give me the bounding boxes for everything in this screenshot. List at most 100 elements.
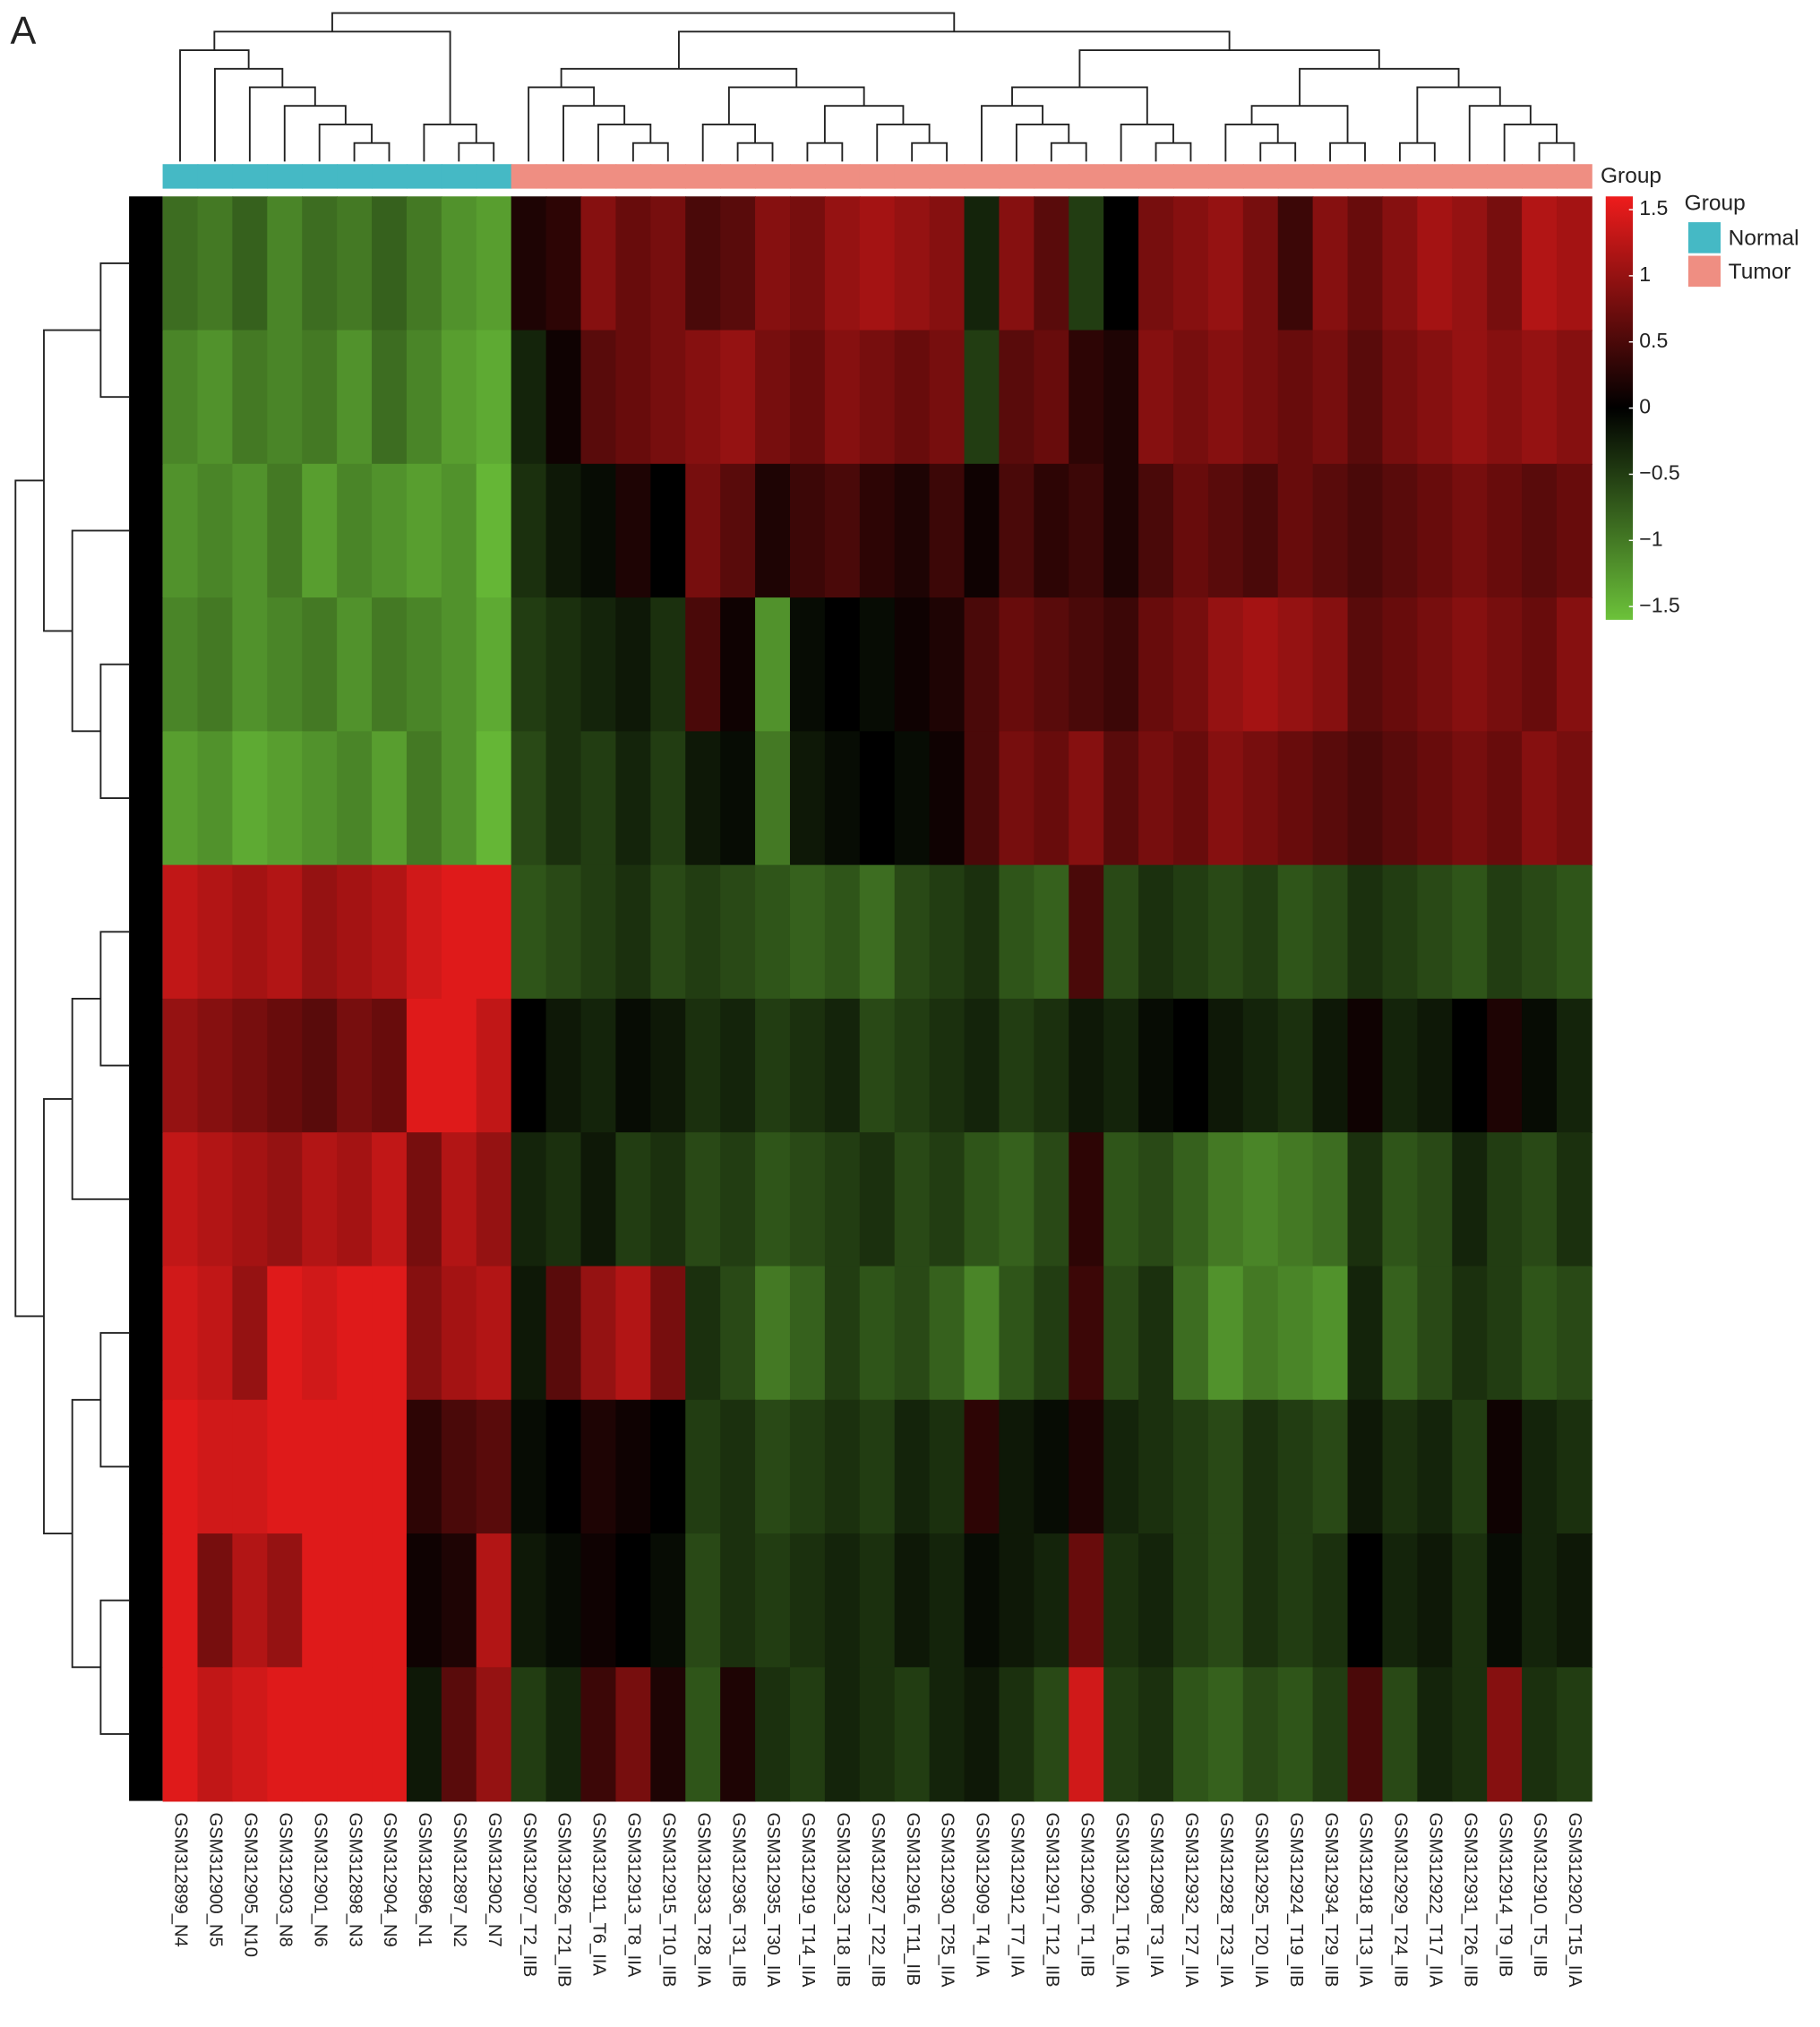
heatmap-cell [1382, 864, 1419, 1000]
column-label: GSM312924_T19_IIB [1286, 1813, 1306, 1988]
heatmap-cell [580, 330, 617, 465]
heatmap-cell [372, 998, 408, 1134]
heatmap-cell [615, 1667, 652, 1802]
heatmap-cell [894, 1667, 931, 1802]
heatmap-cell [650, 196, 687, 331]
heatmap-cell [511, 597, 547, 733]
heatmap-cell [1242, 597, 1279, 733]
dendrogram-branch [1398, 142, 1436, 162]
heatmap-cell [999, 463, 1035, 598]
heatmap-cell [929, 864, 966, 1000]
column-label: GSM312925_T20_IIA [1251, 1813, 1271, 1988]
heatmap-cell [267, 1399, 304, 1534]
heatmap-cell [1138, 1533, 1174, 1669]
heatmap-cell [1522, 1533, 1558, 1669]
heatmap-cell [894, 1533, 931, 1669]
heatmap-cell [511, 196, 547, 331]
legend-swatch [1688, 255, 1721, 288]
heatmap-cell [1347, 1132, 1384, 1267]
heatmap-cell [789, 330, 826, 465]
heatmap-cell [162, 1132, 199, 1267]
heatmap-cell [824, 1399, 861, 1534]
heatmap-cell [337, 1266, 373, 1401]
heatmap-cell [197, 1533, 234, 1669]
heatmap-cell [755, 864, 791, 1000]
heatmap-cell [372, 463, 408, 598]
heatmap-cell [1417, 864, 1454, 1000]
heatmap-cell [302, 731, 339, 866]
heatmap-cell [999, 196, 1035, 331]
heatmap-cell [650, 597, 687, 733]
heatmap-cell [1172, 998, 1209, 1134]
heatmap-cell [1452, 1132, 1489, 1267]
heatmap-cell [441, 731, 477, 866]
heatmap-cell [1138, 1399, 1174, 1534]
heatmap-cell [302, 1667, 339, 1802]
heatmap-cell [545, 597, 582, 733]
heatmap-cell [1277, 463, 1314, 598]
dendrogram-branch [560, 67, 798, 88]
heatmap-cell [1103, 1667, 1139, 1802]
heatmap-cell [824, 330, 861, 465]
heatmap-cell [824, 1266, 861, 1401]
heatmap-cell [929, 1266, 966, 1401]
heatmap-cell [197, 597, 234, 733]
heatmap-cell [964, 1533, 1000, 1669]
heatmap-cell [1207, 998, 1244, 1134]
heatmap-cell [267, 1533, 304, 1669]
heatmap-cell [999, 864, 1035, 1000]
heatmap-cell [1207, 330, 1244, 465]
heatmap-cell [1207, 1266, 1244, 1401]
heatmap-cell [1487, 463, 1523, 598]
heatmap-cell [267, 998, 304, 1134]
column-label: GSM312927_T22_IIB [868, 1813, 888, 1988]
heatmap-cell [197, 463, 234, 598]
heatmap-cell [720, 330, 756, 465]
heatmap-cell [580, 731, 617, 866]
heatmap-cell [372, 597, 408, 733]
column-label: GSM312918_T13_IIA [1356, 1813, 1376, 1988]
heatmap-cell [337, 731, 373, 866]
colorbar-tick-label: 0.5 [1639, 329, 1668, 352]
heatmap-cell [1417, 1667, 1454, 1802]
column-label: GSM312917_T12_IIB [1042, 1813, 1061, 1988]
heatmap-cell [232, 1667, 269, 1802]
heatmap-cell [162, 1667, 199, 1802]
heatmap-cell [720, 998, 756, 1134]
column-label: GSM312896_N1 [415, 1813, 434, 1947]
heatmap-cell [1034, 1266, 1070, 1401]
column-label: GSM312934_T29_IIB [1321, 1813, 1341, 1988]
heatmap-cell [232, 1533, 269, 1669]
heatmap-cell [720, 196, 756, 331]
column-label: GSM312929_T24_IIB [1391, 1813, 1411, 1988]
heatmap-cell [650, 1132, 687, 1267]
dendrogram-branch [528, 86, 596, 162]
heatmap-cell [1138, 463, 1174, 598]
heatmap-cell [372, 864, 408, 1000]
heatmap-cell [197, 1266, 234, 1401]
group-cell [1207, 164, 1244, 189]
heatmap-cell [302, 1132, 339, 1267]
heatmap-cell [580, 1399, 617, 1534]
heatmap-cell [650, 463, 687, 598]
heatmap-cell [1138, 597, 1174, 733]
heatmap-cell [859, 1533, 896, 1669]
heatmap-cell [1242, 731, 1279, 866]
heatmap-cell [789, 597, 826, 733]
heatmap-cell [1034, 1667, 1070, 1802]
group-cell [964, 164, 1000, 189]
heatmap-cell [1172, 330, 1209, 465]
heatmap-cell [1069, 196, 1105, 331]
heatmap-cell [1207, 463, 1244, 598]
heatmap-cell [789, 864, 826, 1000]
dendrogram-branch [353, 142, 391, 162]
heatmap-cell [1138, 330, 1174, 465]
group-cell [406, 164, 442, 189]
heatmap-cell [1382, 1399, 1419, 1534]
heatmap-cell [1312, 864, 1349, 1000]
heatmap-cell [615, 1266, 652, 1401]
heatmap-cell [1312, 1132, 1349, 1267]
heatmap-cell [1034, 330, 1070, 465]
heatmap-cell [685, 196, 722, 331]
dendrogram-branch [214, 67, 284, 162]
